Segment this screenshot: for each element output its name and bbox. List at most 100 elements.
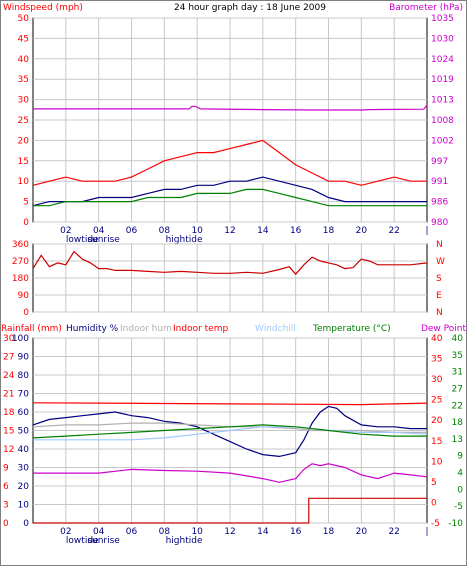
panel-temp-indoor-tick-20: 20 [431,416,443,426]
panel-wind-xtick-04: 04 [93,226,105,236]
temp-series-2 [32,422,427,433]
temp-series-6 [33,463,428,483]
panel-temp-humidity-tick-50: 50 [18,427,30,437]
panel-wind-right-tick-991: 991 [431,177,448,187]
panel-temp-xtick-12: 12 [224,527,235,537]
panel-temp-indoor-tick-35: 35 [431,355,442,365]
panel-wind-xtick-20: 20 [356,226,368,236]
panel-temp-xtick-20: 20 [356,527,368,537]
panel-direction-right-tick-E: E [436,291,442,301]
panel-wind-xtick-16: 16 [290,226,302,236]
panel-wind-xtick-12: 12 [224,226,235,236]
panel-temp-outdoor-tick--10: -10 [448,519,463,529]
panel-direction-left-tick-270: 270 [12,257,29,267]
panel-direction-right-tick-N: N [436,308,443,318]
panel-direction-left-tick-0: 0 [23,308,29,318]
panel-temp-humidity-tick-40: 40 [18,445,30,455]
wind-series-3 [33,104,428,111]
panel-temp-indoor-tick-25: 25 [431,396,442,406]
panel-temp-xtick-end: | [425,527,428,537]
panel-direction-right-tick-W: W [436,257,445,267]
temp-series-5 [32,424,427,439]
panel-direction-left-tick-180: 180 [12,274,29,284]
panel-temp-rain-tick-0: 0 [3,519,9,529]
panel-temp-xtick-10: 10 [191,527,203,537]
panel-wind-xtick-14: 14 [257,226,269,236]
panel-temp-humidity-tick-60: 60 [18,408,30,418]
panel-temp-rain-tick-12: 12 [3,445,14,455]
panel-wind-xtick-18: 18 [323,226,335,236]
panel-wind-annotation-sunrise: sunrise [87,235,120,245]
panel-temp-outdoor-tick-18: 18 [452,418,464,428]
panel-temp-rain-tick-21: 21 [3,390,14,400]
panel-wind-xtick-10: 10 [191,226,203,236]
wind-series-2 [33,188,427,207]
panel-wind-left-tick-40: 40 [18,55,30,65]
panel-wind-left-tick-50: 50 [18,14,30,24]
panel-wind-right-tick-1008: 1008 [431,116,454,126]
rainfall-axis-title: Rainfall (mm) [1,324,62,334]
panel-temp-outdoor-tick-31: 31 [452,368,463,378]
panel-wind-left-tick-20: 20 [18,136,30,146]
panel-temp-outdoor-tick--5: -5 [454,502,463,512]
panel-temp-humidity-tick-80: 80 [18,371,30,381]
panel-wind-right-tick-986: 986 [431,198,448,208]
panel-wind-xtick-08: 08 [159,226,171,236]
panel-temp-rain-tick-30: 30 [3,334,15,344]
panel-wind-left-tick-35: 35 [18,75,29,85]
panel-wind-right-tick-1035: 1035 [431,14,454,24]
panel-wind-xtick-02: 02 [60,226,71,236]
indoor-hum-label: Indoor hum [120,324,172,334]
panel-wind-right-tick-1024: 1024 [431,55,454,65]
panel-temp-outdoor-tick-22: 22 [452,401,463,411]
panel-wind-xtick-end: | [425,226,428,236]
panel-wind-left-tick-45: 45 [18,34,29,44]
panel-temp-indoor-tick-10: 10 [431,457,443,467]
panel-wind-annotation-lowtide: lowtide [66,235,99,245]
panel-temp-indoor-tick-5: 5 [431,478,437,488]
panel-direction-left-tick-360: 360 [12,240,29,250]
panel-wind-xtick-06: 06 [126,226,138,236]
panel-temp-xtick-22: 22 [388,527,399,537]
panel-temp-rain-tick-3: 3 [3,501,9,511]
panel-temp-outdoor-tick-4: 4 [457,469,463,479]
windchill-label: Windchill [255,324,296,334]
panel-wind-right-tick-1013: 1013 [431,96,454,106]
panel-temp-rain-tick-9: 9 [3,464,9,474]
panel-wind-annotation-hightide: hightide [166,235,203,245]
graph-title: 24 hour graph day : 18 June 2009 [174,3,326,13]
panel-temp-humidity-tick-90: 90 [18,353,30,363]
panel-temp-outdoor-tick-40: 40 [452,334,464,344]
wind-series-1 [32,176,427,207]
panel-temp-xtick-08: 08 [159,527,171,537]
panel-temp-outdoor-tick-0: 0 [457,485,463,495]
panel-temp-xtick-16: 16 [290,527,302,537]
panel-wind-xtick-22: 22 [388,226,399,236]
panel-temp-rain-tick-18: 18 [3,408,15,418]
panel-temp-xtick-04: 04 [93,527,105,537]
dew-point-label: Dew Point [421,324,467,334]
panel-direction-left-tick-90: 90 [18,291,30,301]
panel-temp-outdoor-tick-35: 35 [452,351,463,361]
panel-wind-right-tick-997: 997 [431,157,448,167]
panel-temp-rain-tick-6: 6 [3,482,9,492]
panel-temp-rain-tick-15: 15 [3,427,14,437]
panel-temp-humidity-tick-0: 0 [23,519,29,529]
panel-wind-right-tick-1030: 1030 [431,34,454,44]
panel-temp-rain-tick-27: 27 [3,353,14,363]
panel-direction-right-tick-N: N [436,240,443,250]
direction-series-0 [32,250,428,276]
panel-wind-left-tick-0: 0 [23,218,29,228]
panel-temp-humidity-tick-100: 100 [12,334,29,344]
panel-wind-right-tick-1002: 1002 [431,136,454,146]
panel-temp-annotation-lowtide: lowtide [66,536,99,546]
indoor-temp-label: Indoor temp [173,324,228,334]
panel-temp-indoor-tick-15: 15 [431,437,442,447]
panel-temp-rain-tick-24: 24 [3,371,15,381]
panel-direction-right-tick-S: S [436,274,442,284]
panel-temp-xtick-18: 18 [323,527,335,537]
panel-temp-indoor-tick-40: 40 [431,334,443,344]
panel-temp-humidity-tick-70: 70 [18,390,30,400]
panel-temp-indoor-tick--5: -5 [431,519,440,529]
